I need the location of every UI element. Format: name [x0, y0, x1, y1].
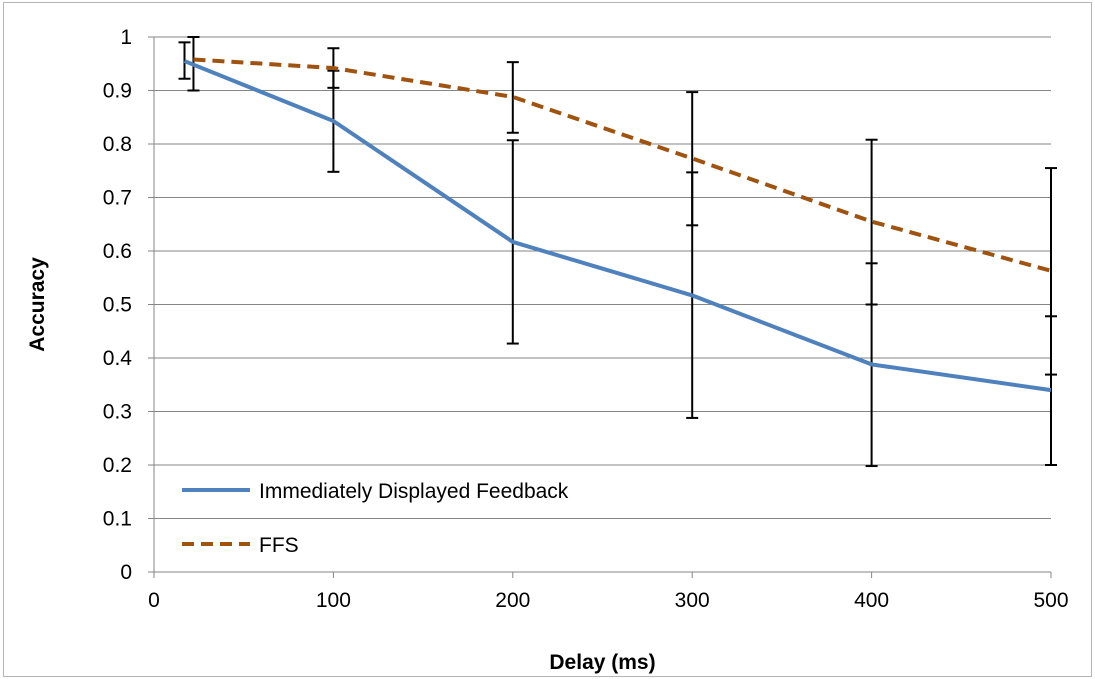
axes	[148, 36, 1052, 578]
legend-label-ffs: FFS	[259, 534, 299, 557]
y-tick-label-0-5: 0.5	[103, 294, 132, 317]
series-lines	[183, 57, 1052, 393]
tick-labels: 0 0.1 0.2 0.3 0.4 0.5 0.6 0.7 0.8 0.9 1 0 100 200 300 4…	[103, 26, 1069, 612]
x-tick-label-0: 0	[148, 589, 160, 612]
gridlines	[154, 36, 1051, 519]
y-tick-label-0-1: 0.1	[103, 508, 132, 531]
x-tick-label-400: 400	[854, 589, 889, 612]
y-tick-label-0-9: 0.9	[103, 80, 132, 103]
y-axis-title: Accuracy	[26, 257, 49, 352]
chart-frame	[3, 2, 1092, 677]
x-tick-label-200: 200	[495, 589, 530, 612]
x-axis-title: Delay (ms)	[549, 651, 655, 674]
x-tick-label-100: 100	[316, 589, 351, 612]
x-tick-label-300: 300	[675, 589, 710, 612]
y-tick-label-0-7: 0.7	[103, 187, 132, 210]
y-tick-label-0: 0	[120, 561, 132, 584]
series-line-immediately-displayed-feedback	[183, 59, 1052, 393]
y-tick-label-0-2: 0.2	[103, 454, 132, 477]
y-tick-label-0-8: 0.8	[103, 133, 132, 156]
y-tick-label-0-6: 0.6	[103, 240, 132, 263]
legend: Immediately Displayed Feedback FFS	[182, 480, 569, 557]
error-bars	[178, 36, 1057, 468]
y-tick-label-1: 1	[120, 26, 132, 49]
x-tick-label-500: 500	[1033, 589, 1068, 612]
y-tick-label-0-3: 0.3	[103, 401, 132, 424]
y-tick-label-0-4: 0.4	[103, 347, 133, 370]
legend-label-immediately-displayed-feedback: Immediately Displayed Feedback	[259, 480, 569, 503]
series-line-ffs	[193, 57, 1052, 273]
